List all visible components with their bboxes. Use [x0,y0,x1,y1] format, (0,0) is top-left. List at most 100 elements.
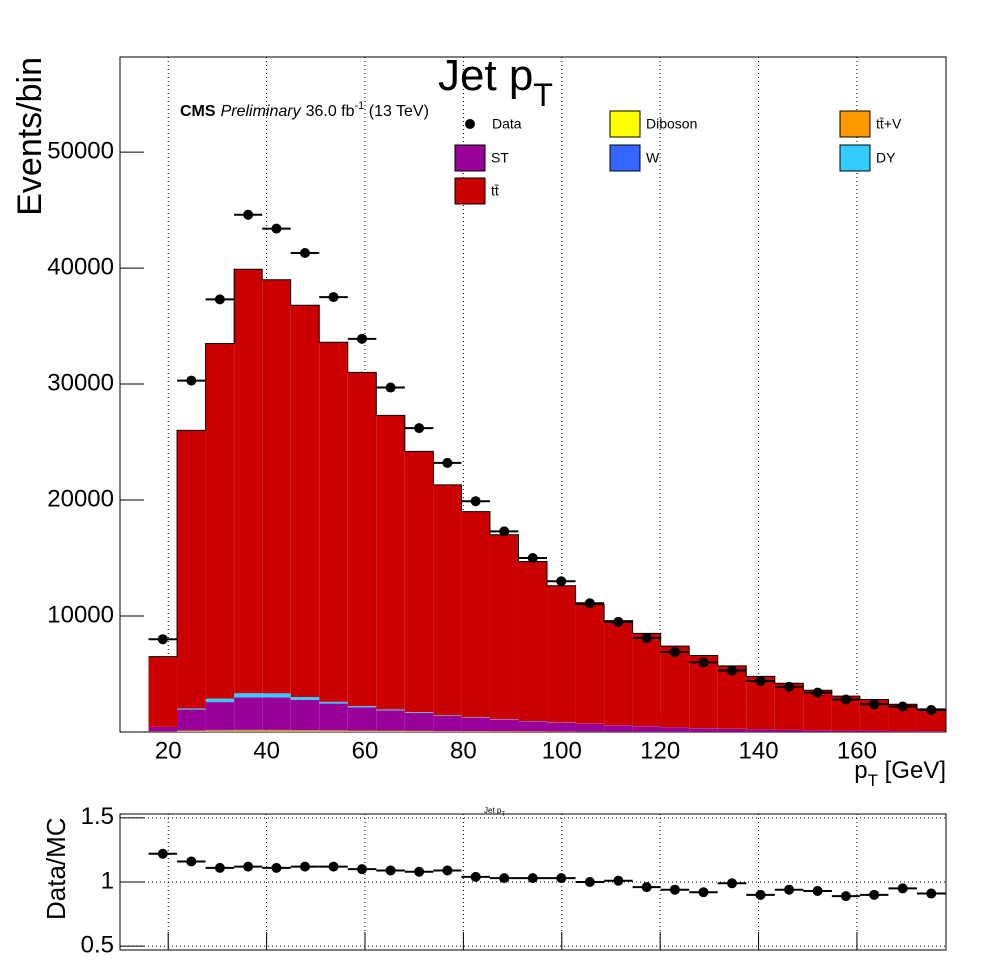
legend-label: tt̄ [491,183,499,199]
stack-bar [717,728,747,732]
data-point [328,861,339,872]
data-point [527,873,538,884]
stack-bar [433,715,462,716]
stack-bar [177,731,206,732]
data-point [442,865,453,876]
data-point [613,616,624,627]
legend-marker [465,119,475,129]
y-tick-label: 20000 [47,485,114,512]
data-point [271,223,282,234]
y-axis-label: Events/bin [11,57,49,216]
data-point [299,861,310,872]
x-tick-label: 100 [542,737,582,764]
data-point [556,576,567,587]
y-tick-label: 1.5 [81,803,114,830]
x-tick-label: 160 [837,737,877,764]
stack-bar [518,561,548,722]
y-tick-label: 0.5 [81,931,114,958]
stack-bar [205,702,235,730]
stack-bar [234,729,263,731]
stack-bar [575,723,605,732]
stack-bar [518,721,548,732]
x-tick-label: 140 [739,737,779,764]
stack-bar [376,710,405,731]
stack-bar [205,343,235,699]
data-point [613,875,624,886]
data-point [812,885,823,896]
data-point [470,871,481,882]
stack-bar [404,712,434,713]
stack-bar [290,696,320,700]
data-point [869,699,880,710]
stack-bar [404,451,434,713]
stack-bar [461,731,490,732]
data-point [385,865,396,876]
stack-bar [234,697,263,730]
data-point [470,496,481,507]
data-point [726,665,737,676]
stack-bar [376,709,405,711]
stack-bar [290,699,320,731]
data-point [271,862,282,873]
stack-bar [689,728,718,732]
y-tick-label: 40000 [47,253,114,280]
stack-bar [489,719,519,732]
stack-bar [859,730,889,732]
stack-bar [803,730,832,732]
stack-bar [148,656,178,727]
y-tick-label: 10000 [47,601,114,628]
title-part: Jet p [484,806,502,815]
y-axis-label: Data/MC [41,817,71,920]
x-tick-label: 60 [352,737,379,764]
stack-bar [262,697,291,730]
legend-label: ST [491,150,509,166]
data-point [926,888,937,899]
stack-bar [347,372,377,707]
data-point [669,884,680,895]
stack-bar [604,725,633,732]
chart-title: Jet pT [484,806,505,817]
stack-bar [262,730,291,732]
data-point [499,526,510,537]
stack-bar [689,655,718,729]
stack-bar [376,415,405,710]
data-point [186,856,197,867]
data-point [897,701,908,712]
stack-bar [717,665,747,729]
data-point [784,884,795,895]
stack-bar [319,701,348,704]
stack-bar [376,731,405,732]
cms-label-part: CMS [180,103,216,120]
data-point [840,891,851,902]
stack-bar [461,717,490,732]
stack-bar [177,708,206,710]
x-tick-label: 20 [155,737,182,764]
stack-bar [290,730,320,731]
stack-bar [234,269,263,694]
data-point [584,877,595,887]
stack-bar [660,727,690,732]
cms-label-part: 36.0 fb [306,103,355,120]
stack-bar [404,731,434,732]
stack-bar [604,620,633,726]
data-point [755,889,766,900]
stack-bar [632,726,661,732]
stack-bar [234,693,263,698]
stack-bar [177,430,206,709]
data-point [414,866,425,877]
stack-bar [290,730,320,732]
stack-bar [262,729,291,731]
title-part: Jet p [438,51,533,100]
legend-label: Diboson [646,116,697,132]
stack-bar [319,730,348,731]
data-point [755,675,766,686]
data-point [499,873,510,884]
chart-title: Jet pT [438,51,553,114]
x-label-part: [GeV] [878,757,946,784]
legend-label: Data [492,116,522,132]
legend-label: DY [876,150,896,166]
stack-bar [746,729,775,732]
y-tick-label: 50000 [47,137,114,164]
stack-bar [916,708,946,732]
stack-bar [205,729,235,731]
